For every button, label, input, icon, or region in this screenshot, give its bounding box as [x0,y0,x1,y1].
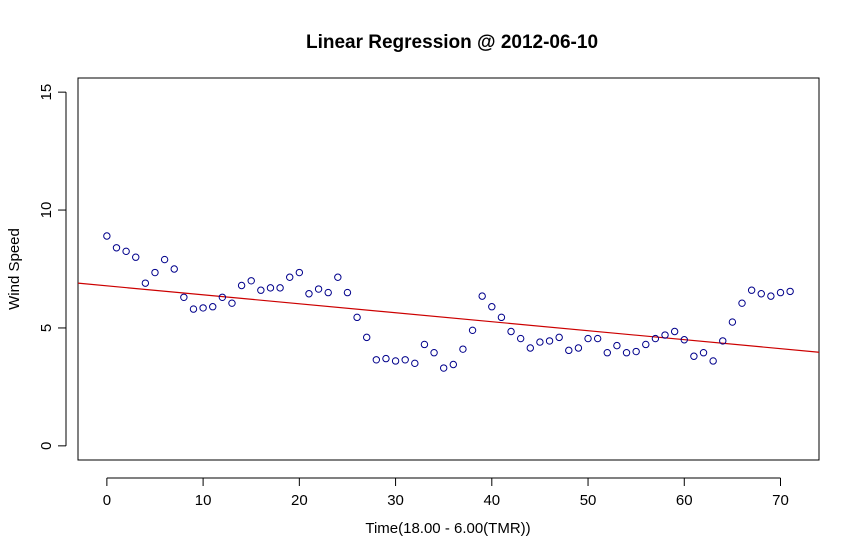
data-point [382,354,390,363]
x-tick-label: 0 [103,492,111,509]
data-point [218,293,227,301]
x-axis-label: Time(18.00 - 6.00(TMR)) [365,520,530,537]
data-point [507,327,515,336]
data-point [411,359,419,368]
y-tick-label: 5 [38,324,55,332]
chart-title: Linear Regression @ 2012-06-10 [306,32,598,53]
data-point [699,349,708,357]
y-axis: 0 5 10 15 [38,84,67,450]
data-point [189,305,198,313]
data-point [776,288,785,297]
data-point [709,357,717,365]
x-tick-label: 40 [483,492,500,509]
data-point [613,341,621,350]
data-point [334,273,342,281]
data-point [295,268,304,277]
data-point [584,334,592,343]
data-point [565,346,573,355]
data-point [593,334,602,343]
data-point [497,313,506,322]
data-point [209,303,217,311]
data-point [536,338,544,346]
data-point [257,286,265,294]
data-point [459,345,467,353]
data-point [439,364,448,372]
data-point [757,290,765,298]
data-point [372,356,381,364]
data-point [276,284,284,292]
data-point [122,247,130,256]
data-point [545,337,554,345]
data-point [247,277,255,285]
data-point [632,347,640,356]
plot-frame [77,77,820,461]
data-point [343,288,352,297]
data-point [642,340,650,349]
data-point [160,255,169,264]
y-tick-label: 15 [38,84,55,101]
data-point [228,299,236,307]
data-point [199,304,207,312]
data-point [488,303,496,311]
data-point [738,299,746,307]
x-tick-label: 70 [772,492,789,509]
data-point [516,334,525,343]
y-tick-label: 0 [38,442,55,450]
regression-line [77,282,820,353]
x-axis: 0 10 20 30 40 50 60 70 [103,477,789,509]
data-point [728,318,737,326]
data-point [363,333,371,342]
data-point [468,326,477,335]
data-point [237,281,246,290]
y-axis-label: Wind Speed [6,228,23,310]
x-tick-label: 50 [580,492,597,509]
data-point [420,340,429,349]
data-point [478,292,486,300]
data-point [324,288,332,297]
data-point [314,285,323,293]
data-point [767,292,775,300]
data-point [266,284,275,292]
data-point [719,337,727,345]
data-point [622,349,631,357]
regression-line-group [77,282,820,353]
data-point [430,349,438,357]
data-point [112,244,121,252]
x-tick-label: 20 [291,492,308,509]
data-point [103,232,111,240]
data-point [661,331,669,339]
x-tick-label: 60 [676,492,693,509]
data-point [391,357,400,365]
data-point [141,279,150,287]
data-point [305,290,313,298]
data-point [680,336,688,344]
data-point [449,360,458,369]
data-point [401,356,409,364]
data-point [786,287,794,296]
data-point [747,286,756,294]
data-point [574,344,583,352]
data-point [353,313,361,322]
data-point [526,344,534,352]
y-tick-label: 10 [38,202,55,219]
data-point [670,327,679,336]
data-point [555,333,563,342]
data-points [103,232,794,372]
data-point [151,268,159,277]
data-point [180,293,188,301]
data-point [286,273,294,281]
data-point [603,349,611,357]
x-tick-label: 30 [387,492,404,509]
data-point [690,352,698,360]
data-point [170,265,178,273]
x-tick-label: 10 [195,492,212,509]
data-point [651,334,660,343]
data-point [132,253,140,261]
